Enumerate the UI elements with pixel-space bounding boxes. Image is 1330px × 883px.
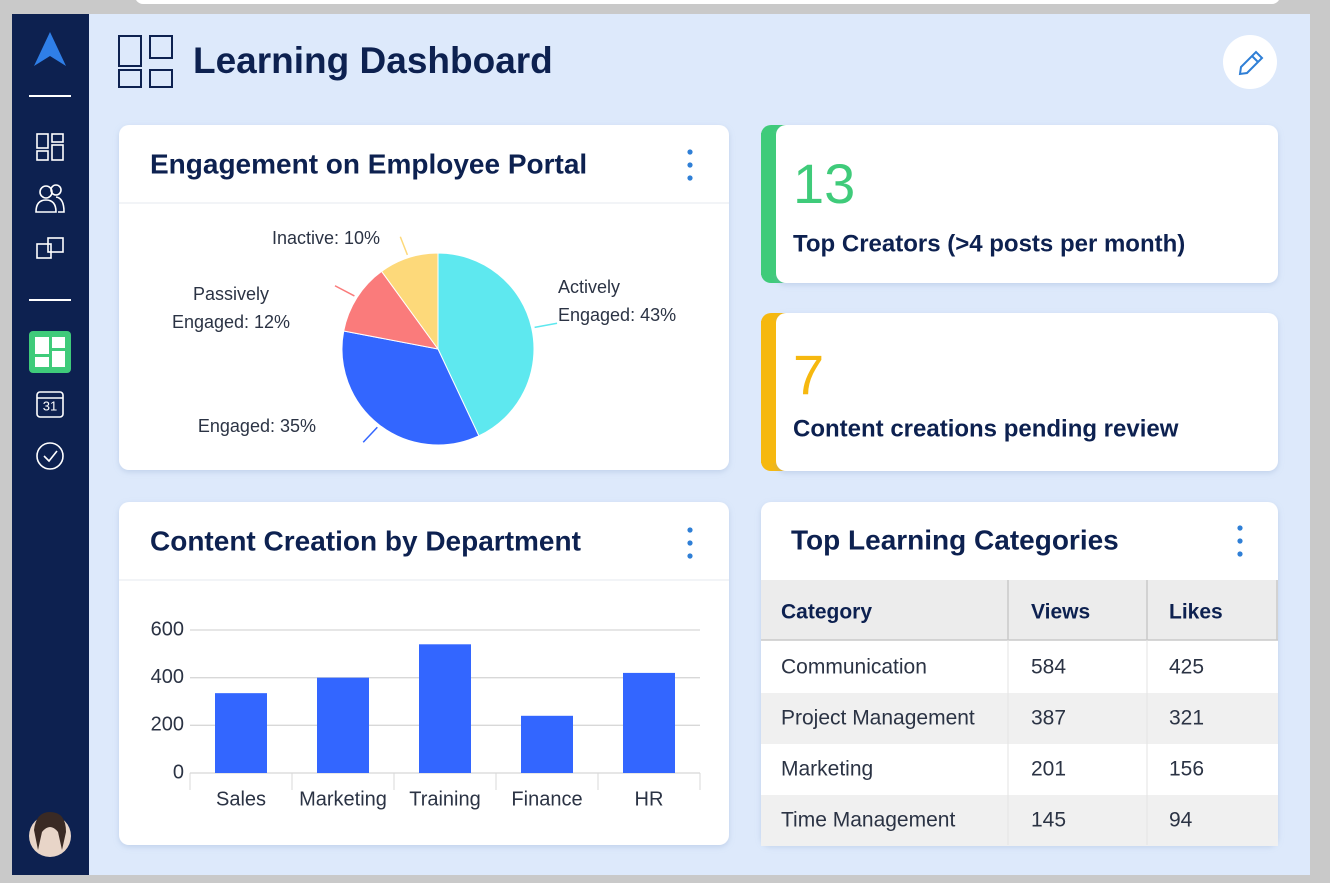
nav-modules[interactable] [36, 237, 64, 259]
pie-label: Passively Engaged: 12% [171, 284, 291, 332]
pie-label: Inactive: 10% [271, 228, 380, 248]
pie-label: Actively Engaged: 43% [558, 277, 677, 325]
nav-dashboards[interactable] [36, 133, 64, 161]
nav-people[interactable] [35, 184, 65, 213]
table-cell: Time Management [781, 809, 955, 832]
top-bar [136, 0, 1279, 4]
table-cell: 145 [1031, 809, 1066, 832]
bar [419, 644, 471, 773]
table-cell: Project Management [781, 707, 975, 730]
pie-slice [341, 330, 480, 446]
x-tick-label: Training [409, 788, 481, 810]
card-title: Top Learning Categories [791, 524, 1119, 555]
kpi-card [776, 313, 1278, 471]
pie-slice [380, 252, 439, 351]
kpi-value: 7 [793, 343, 824, 406]
kpi-accent [761, 321, 776, 463]
leader-line [399, 236, 409, 256]
leader-line [334, 285, 355, 297]
y-tick-label: 200 [151, 714, 184, 736]
nav-calendar[interactable] [36, 391, 64, 418]
table-cell: 425 [1169, 656, 1204, 679]
table-cell: 387 [1031, 707, 1066, 730]
menu-dots[interactable] [687, 527, 693, 559]
table-header-cell: Category [781, 601, 872, 624]
calendar-day: 31 [43, 398, 57, 413]
x-tick-label: HR [635, 788, 664, 810]
menu-dots[interactable] [687, 149, 693, 181]
leader-line [362, 426, 378, 443]
bar [623, 672, 675, 773]
x-tick-label: Finance [511, 788, 582, 810]
table-header-cell: Views [1031, 601, 1090, 624]
table-cell: 201 [1031, 758, 1066, 781]
bar [521, 715, 573, 773]
page-title: Learning Dashboard [193, 40, 553, 81]
table-row-bg [761, 795, 1278, 846]
table-cell: 156 [1169, 758, 1204, 781]
leader-line [534, 322, 558, 329]
pie-slice [437, 252, 535, 437]
logo[interactable] [34, 32, 66, 66]
edit-button[interactable] [1223, 35, 1277, 89]
x-tick-label: Marketing [299, 788, 387, 810]
card-title: Content Creation by Department [150, 525, 581, 556]
avatar-hair [34, 812, 66, 850]
active-icon [35, 337, 65, 367]
card-title: Engagement on Employee Portal [150, 148, 587, 179]
menu-dots[interactable] [1237, 525, 1243, 557]
table-cell: 321 [1169, 707, 1204, 730]
nav-icons [35, 133, 65, 470]
header-icon [118, 35, 173, 88]
kpi-label: Top Creators (>4 posts per month) [793, 230, 1185, 257]
table-cell: Communication [781, 656, 927, 679]
kpi-accent [761, 133, 776, 275]
y-tick-label: 400 [151, 666, 184, 688]
kpi-card [776, 125, 1278, 283]
table-cell: Marketing [781, 758, 873, 781]
pie-slice [343, 270, 440, 350]
table-cell: 584 [1031, 656, 1066, 679]
x-tick-label: Sales [216, 788, 266, 810]
table-cell: 94 [1169, 809, 1193, 832]
kpi-value: 13 [793, 152, 855, 215]
nav-tasks[interactable] [36, 442, 64, 470]
bar [215, 693, 267, 773]
edit-icon [1238, 50, 1264, 76]
table-header-cell: Likes [1169, 601, 1223, 624]
table-header [761, 580, 1278, 640]
table-row-bg [761, 693, 1278, 744]
bar [317, 677, 369, 773]
y-tick-label: 0 [173, 761, 184, 783]
y-tick-label: 600 [151, 618, 184, 640]
kpi-label: Content creations pending review [793, 415, 1179, 442]
pie-label: Engaged: 35% [197, 416, 316, 436]
sidebar [12, 14, 89, 875]
